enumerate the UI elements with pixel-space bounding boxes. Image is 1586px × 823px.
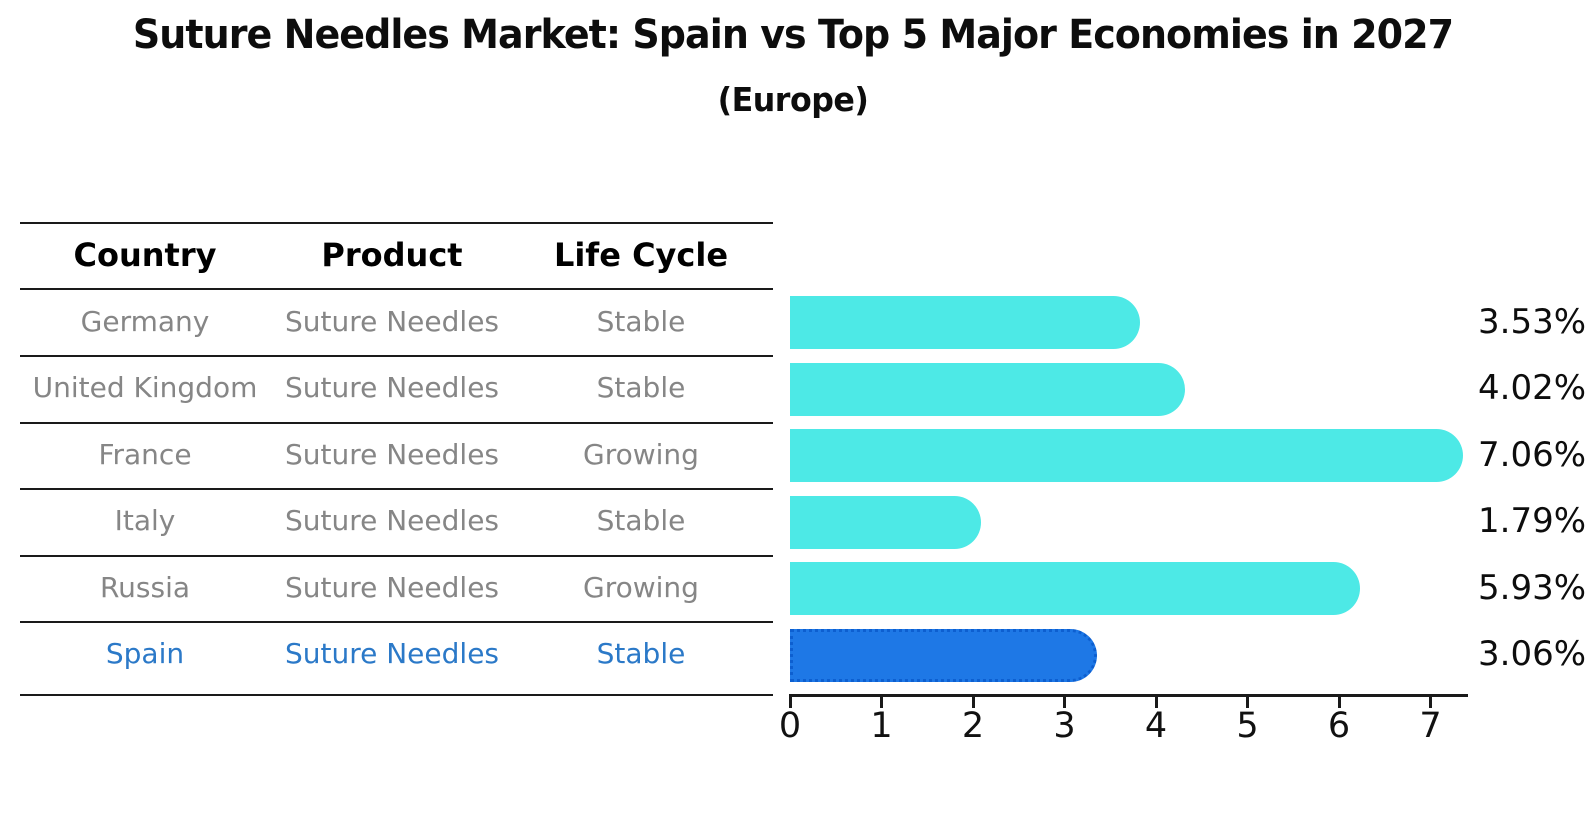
table-cell-life-cycle: Growing [583,438,699,471]
x-tick-label: 3 [1053,706,1076,746]
x-tick-label: 0 [778,706,802,746]
x-tick-mark [880,694,883,708]
x-axis-line [790,694,1468,697]
table-cell-country: United Kingdom [32,371,258,404]
table-cell-product: Suture Needles [284,504,500,537]
table-rule [20,555,773,557]
bar-italy [790,495,981,549]
chart-title: Suture Needles Market: Spain vs Top 5 Ma… [132,12,1454,58]
x-tick-mark [971,694,975,708]
table-rule [20,355,773,357]
x-tick-label: 5 [1236,706,1259,746]
table-rule [20,288,773,290]
bar-russia [790,562,1360,615]
value-label: 5.93% [1478,568,1586,608]
x-tick-mark [788,694,792,708]
x-tick-mark [1063,694,1066,708]
chart-subtitle: (Europe) [717,80,869,119]
table-cell-life-cycle: Stable [596,305,686,338]
value-label: 7.06% [1478,435,1586,475]
x-tick-label: 2 [961,706,985,746]
table-cell-country: France [98,438,192,471]
value-label: 3.53% [1478,302,1586,342]
column-header-country: Country [73,236,217,274]
table-rule [20,222,773,224]
column-header-product: Product [321,236,463,274]
table-rule [20,621,773,623]
table-cell-product-highlight: Suture Needles [284,637,500,670]
table-rule [20,488,773,490]
x-tick-mark [1337,694,1341,708]
table-cell-life-cycle-highlight: Stable [596,637,686,670]
x-tick-label: 6 [1327,706,1351,746]
table-cell-product: Suture Needles [284,571,500,604]
column-header-life-cycle: Life Cycle [553,236,729,274]
table-cell-country: Germany [80,305,210,338]
bar-united-kingdom [790,362,1185,416]
value-label: 1.79% [1478,501,1586,541]
bar-spain-highlight [790,628,1097,682]
table-cell-country: Russia [99,571,191,604]
table-cell-product: Suture Needles [284,438,500,471]
x-tick-mark [1246,694,1249,708]
table-cell-product: Suture Needles [284,305,500,338]
bar-france [790,429,1463,482]
table-cell-country-highlight: Spain [105,637,185,670]
value-label: 3.06% [1478,634,1586,674]
x-tick-mark [1154,694,1158,708]
x-tick-label: 4 [1144,706,1168,746]
table-cell-product: Suture Needles [284,371,500,404]
bar-germany [790,296,1140,349]
table-rule [20,694,773,696]
x-tick-label: 7 [1419,706,1442,746]
table-cell-country: Italy [114,504,176,537]
table-rule [20,422,773,424]
x-tick-label: 1 [870,706,893,746]
table-cell-life-cycle: Growing [583,571,699,604]
table-cell-life-cycle: Stable [596,504,686,537]
table-cell-life-cycle: Stable [596,371,686,404]
x-tick-mark [1429,694,1432,708]
value-label: 4.02% [1478,368,1586,408]
